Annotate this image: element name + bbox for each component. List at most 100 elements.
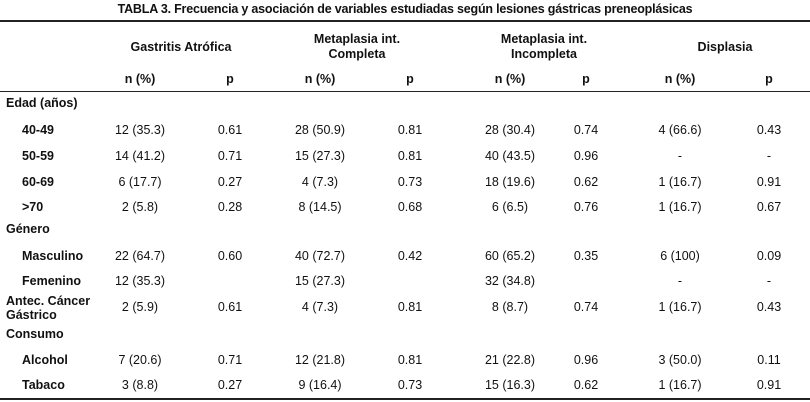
- header-rule: [0, 91, 810, 92]
- cell-n-percent: -: [677, 149, 683, 163]
- cell-n-percent: 6 (17.7): [118, 175, 162, 189]
- cell-p-value: 0.91: [756, 378, 782, 392]
- cell-p-value: 0.91: [756, 175, 782, 189]
- cell-n-percent: 18 (19.6): [484, 175, 536, 189]
- row-label-line: Edad (años): [6, 96, 78, 110]
- cell-n-percent: 12 (35.3): [114, 123, 166, 137]
- row-label-line: Consumo: [6, 327, 64, 341]
- row-label-line: Masculino: [22, 249, 84, 263]
- column-subheader: p: [226, 72, 234, 86]
- cell-n-percent: 40 (72.7): [294, 249, 346, 263]
- cell-p-value: 0.43: [756, 300, 782, 314]
- cell-p-value: 0.68: [397, 200, 423, 214]
- cell-n-percent: 28 (30.4): [484, 123, 536, 137]
- cell-n-percent: 12 (35.3): [114, 274, 166, 288]
- cell-n-percent: 15 (27.3): [294, 149, 346, 163]
- row-label: 50-59: [22, 149, 54, 163]
- cell-n-percent: 4 (7.3): [301, 300, 339, 314]
- cell-p-value: 0.96: [573, 149, 599, 163]
- cell-p-value: 0.81: [397, 149, 423, 163]
- cell-n-percent: 3 (50.0): [658, 353, 702, 367]
- cell-p-value: 0.71: [217, 353, 243, 367]
- group-header-gastritis: Gastritis Atrófica: [130, 40, 232, 54]
- row-label-line: 50-59: [22, 149, 54, 163]
- cell-n-percent: 3 (8.8): [121, 378, 159, 392]
- row-label: 40-49: [22, 123, 54, 137]
- cell-n-percent: 22 (64.7): [114, 249, 166, 263]
- column-subheader: p: [406, 72, 414, 86]
- cell-p-value: 0.62: [573, 175, 599, 189]
- row-label-line: 40-49: [22, 123, 54, 137]
- cell-n-percent: 32 (34.8): [484, 274, 536, 288]
- row-label-line: >70: [22, 200, 44, 214]
- row-label: Alcohol: [22, 353, 68, 367]
- cell-n-percent: 1 (16.7): [658, 200, 702, 214]
- row-label-line: 60-69: [22, 175, 54, 189]
- row-label-line: Género: [6, 222, 50, 236]
- cell-n-percent: 8 (8.7): [491, 300, 529, 314]
- row-label: 60-69: [22, 175, 54, 189]
- row-label-line: Tabaco: [22, 378, 65, 392]
- cell-n-percent: 8 (14.5): [298, 200, 342, 214]
- top-rule: [0, 20, 810, 22]
- row-label-line: Femenino: [22, 274, 82, 288]
- cell-p-value: 0.62: [573, 378, 599, 392]
- cell-p-value: 0.71: [217, 149, 243, 163]
- cell-p-value: 0.74: [573, 123, 599, 137]
- cell-n-percent: 4 (7.3): [301, 175, 339, 189]
- column-subheader: n (%): [304, 72, 336, 86]
- cell-n-percent: 15 (27.3): [294, 274, 346, 288]
- group-header-metaplasia-incompleta: Metaplasia int. Incompleta: [500, 32, 588, 61]
- section-label: Género: [6, 222, 50, 236]
- cell-p-value: 0.74: [573, 300, 599, 314]
- column-subheader: p: [582, 72, 590, 86]
- column-subheader: p: [765, 72, 773, 86]
- group-header-metaplasia-completa: Metaplasia int. Completa: [313, 32, 401, 61]
- column-subheader: n (%): [124, 72, 156, 86]
- cell-n-percent: 60 (65.2): [484, 249, 536, 263]
- cell-n-percent: 6 (100): [660, 249, 700, 263]
- cell-n-percent: 15 (16.3): [484, 378, 536, 392]
- cell-p-value: 0.73: [397, 378, 423, 392]
- cell-p-value: 0.28: [217, 200, 243, 214]
- cell-p-value: 0.27: [217, 378, 243, 392]
- row-label: Tabaco: [22, 378, 65, 392]
- cell-p-value: -: [766, 274, 772, 288]
- section-label: Edad (años): [6, 96, 78, 110]
- cell-p-value: 0.61: [217, 123, 243, 137]
- cell-n-percent: 9 (16.4): [298, 378, 342, 392]
- cell-p-value: 0.67: [756, 200, 782, 214]
- row-label-line: Antec. Cáncer: [6, 294, 91, 308]
- cell-n-percent: 21 (22.8): [484, 353, 536, 367]
- row-label: Masculino: [22, 249, 83, 263]
- cell-n-percent: 1 (16.7): [658, 378, 702, 392]
- cell-p-value: 0.60: [217, 249, 243, 263]
- bottom-rule: [0, 398, 810, 400]
- row-label: Femenino: [22, 274, 81, 288]
- cell-p-value: -: [766, 149, 772, 163]
- column-subheader: n (%): [494, 72, 526, 86]
- cell-n-percent: 6 (6.5): [491, 200, 529, 214]
- cell-p-value: 0.81: [397, 353, 423, 367]
- cell-p-value: 0.42: [397, 249, 423, 263]
- row-label-line: Alcohol: [22, 353, 68, 367]
- cell-n-percent: 2 (5.9): [121, 300, 159, 314]
- row-label: >70: [22, 200, 43, 214]
- section-label: Antec. Cáncer Gástrico: [6, 294, 90, 322]
- cell-p-value: 0.27: [217, 175, 243, 189]
- cell-p-value: 0.76: [573, 200, 599, 214]
- table-title: TABLA 3. Frecuencia y asociación de vari…: [117, 2, 693, 16]
- cell-p-value: 0.81: [397, 300, 423, 314]
- cell-n-percent: 7 (20.6): [118, 353, 162, 367]
- cell-n-percent: 14 (41.2): [114, 149, 166, 163]
- section-label: Consumo: [6, 327, 64, 341]
- cell-p-value: 0.61: [217, 300, 243, 314]
- row-label-line: Gástrico: [6, 308, 57, 322]
- cell-n-percent: 28 (50.9): [294, 123, 346, 137]
- cell-p-value: 0.96: [573, 353, 599, 367]
- cell-n-percent: 12 (21.8): [294, 353, 346, 367]
- cell-p-value: 0.11: [757, 353, 781, 367]
- cell-p-value: 0.09: [756, 249, 782, 263]
- cell-n-percent: -: [677, 274, 683, 288]
- cell-p-value: 0.43: [756, 123, 782, 137]
